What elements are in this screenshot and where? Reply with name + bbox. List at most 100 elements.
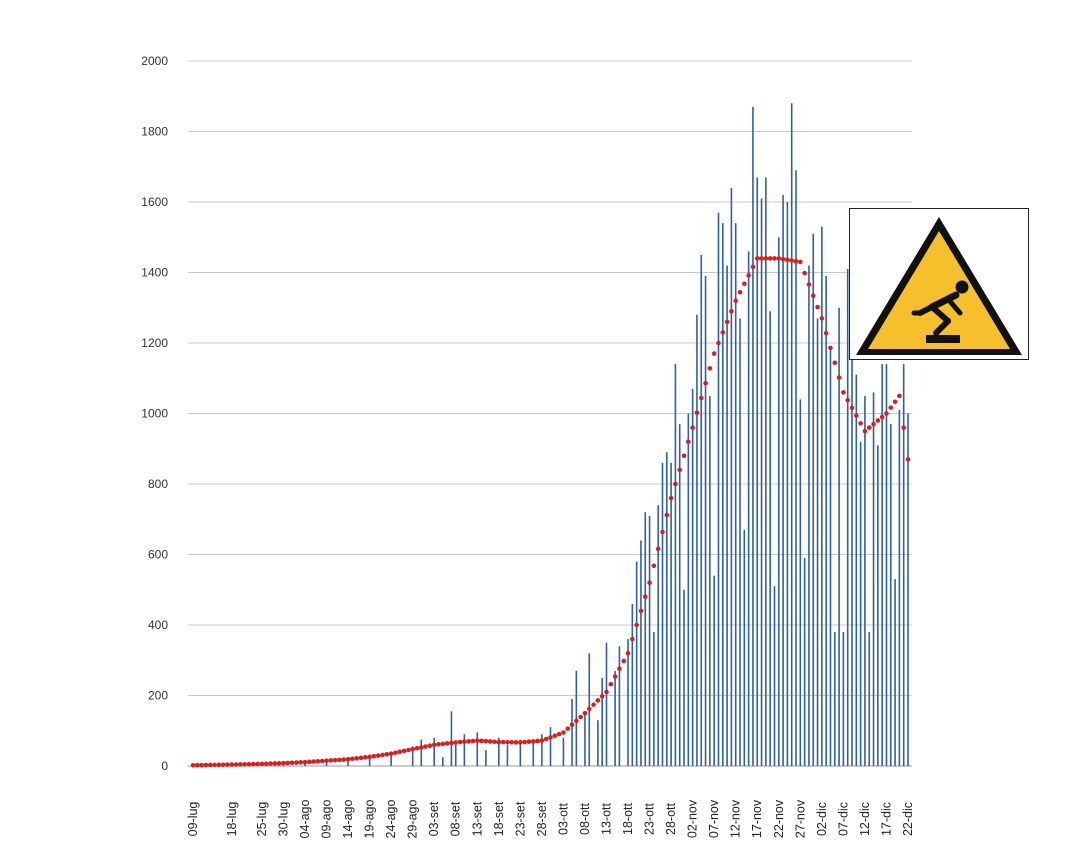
moving-average-point xyxy=(294,760,299,765)
moving-average-point xyxy=(716,340,721,346)
moving-average-point xyxy=(440,741,446,747)
moving-average-point xyxy=(862,428,868,434)
moving-average-point xyxy=(780,256,786,262)
x-tick-label: 12-nov xyxy=(729,799,743,838)
moving-average-point xyxy=(496,739,502,745)
y-tick-label: 0 xyxy=(161,759,168,773)
moving-average-point xyxy=(487,739,493,744)
x-tick-label: 02-dic xyxy=(815,802,829,836)
moving-average-point xyxy=(798,259,803,265)
moving-average-point xyxy=(892,399,898,405)
x-tick-label: 13-set xyxy=(470,801,484,836)
moving-average-point xyxy=(289,760,295,766)
moving-average-point xyxy=(858,421,863,426)
y-tick-label: 1200 xyxy=(141,336,168,350)
moving-average-point xyxy=(229,762,235,767)
moving-average-point xyxy=(306,759,312,765)
x-tick-label: 09-lug xyxy=(186,802,200,837)
moving-average-point xyxy=(720,330,726,335)
moving-average-point xyxy=(707,366,713,371)
moving-average-point xyxy=(617,666,622,672)
moving-average-point xyxy=(513,740,519,745)
moving-average-point xyxy=(276,761,282,766)
moving-average-point xyxy=(630,636,635,642)
moving-average-point xyxy=(703,380,708,386)
warning-sign-panel xyxy=(849,208,1029,360)
moving-average-point xyxy=(897,393,902,399)
moving-average-point xyxy=(380,752,385,758)
moving-average-point xyxy=(375,753,381,758)
moving-average-point xyxy=(810,293,816,299)
moving-average-point xyxy=(371,753,377,759)
moving-average-point xyxy=(195,762,200,768)
moving-average-point xyxy=(729,308,734,314)
moving-average-point xyxy=(608,681,614,687)
moving-average-point xyxy=(832,360,838,366)
moving-average-point xyxy=(281,760,286,766)
moving-average-point xyxy=(479,738,484,744)
x-tick-label: 14-ago xyxy=(341,799,355,838)
moving-average-point xyxy=(828,345,833,351)
moving-average-point xyxy=(866,425,872,430)
moving-average-point xyxy=(238,762,243,767)
moving-average-point xyxy=(604,689,609,695)
moving-average-point xyxy=(664,512,670,518)
moving-average-point xyxy=(474,738,480,743)
moving-average-point xyxy=(849,405,855,411)
moving-average-point xyxy=(483,738,489,744)
x-tick-label: 17-nov xyxy=(750,799,764,838)
y-tick-label: 1800 xyxy=(141,125,168,139)
moving-average-point xyxy=(341,757,347,762)
x-tick-label: 02-nov xyxy=(686,799,700,838)
moving-average-point xyxy=(552,733,558,739)
moving-average-point xyxy=(492,739,497,745)
moving-average-point xyxy=(754,256,760,261)
moving-average-point xyxy=(543,736,549,742)
moving-average-point xyxy=(509,739,515,745)
x-tick-label: 23-set xyxy=(513,801,527,836)
moving-average-point xyxy=(737,289,743,295)
moving-average-point xyxy=(793,258,799,264)
moving-average-point xyxy=(526,739,532,744)
moving-average-point xyxy=(462,739,467,744)
moving-average-point xyxy=(453,740,459,745)
x-tick-label: 23-ott xyxy=(643,802,657,834)
moving-average-point xyxy=(263,761,269,767)
moving-average-point xyxy=(233,762,239,767)
moving-average-point xyxy=(888,405,894,410)
x-tick-label: 08-set xyxy=(449,801,463,836)
x-tick-label: 29-ago xyxy=(406,799,420,838)
moving-average-point xyxy=(328,758,334,763)
moving-average-point xyxy=(444,741,450,746)
moving-average-point xyxy=(686,439,691,445)
x-tick-label: 24-ago xyxy=(384,799,398,838)
moving-average-point xyxy=(651,563,657,569)
moving-average-point xyxy=(815,304,820,310)
x-tick-label: 30-lug xyxy=(276,802,290,837)
moving-average-point xyxy=(315,758,321,764)
moving-average-point xyxy=(854,413,859,418)
moving-average-point xyxy=(565,726,571,731)
moving-average-point xyxy=(625,650,631,656)
moving-average-point xyxy=(823,330,829,336)
moving-average-point xyxy=(311,759,316,764)
moving-average-point xyxy=(350,756,355,762)
moving-average-point xyxy=(776,256,782,261)
moving-average-point xyxy=(423,744,428,749)
moving-average-point xyxy=(845,397,850,403)
moving-average-point xyxy=(599,693,605,699)
moving-average-point xyxy=(285,760,291,766)
moving-average-point xyxy=(681,453,687,459)
moving-average-point xyxy=(406,747,411,753)
moving-average-point xyxy=(401,748,407,754)
moving-average-point xyxy=(660,529,665,535)
tripping-person-icon xyxy=(911,280,969,343)
y-tick-label: 200 xyxy=(148,689,168,703)
moving-average-point xyxy=(362,755,368,760)
moving-average-point xyxy=(582,710,588,716)
moving-average-point xyxy=(750,264,756,270)
moving-average-point xyxy=(879,414,885,420)
moving-average-point xyxy=(427,743,433,748)
moving-average-point xyxy=(901,425,906,430)
